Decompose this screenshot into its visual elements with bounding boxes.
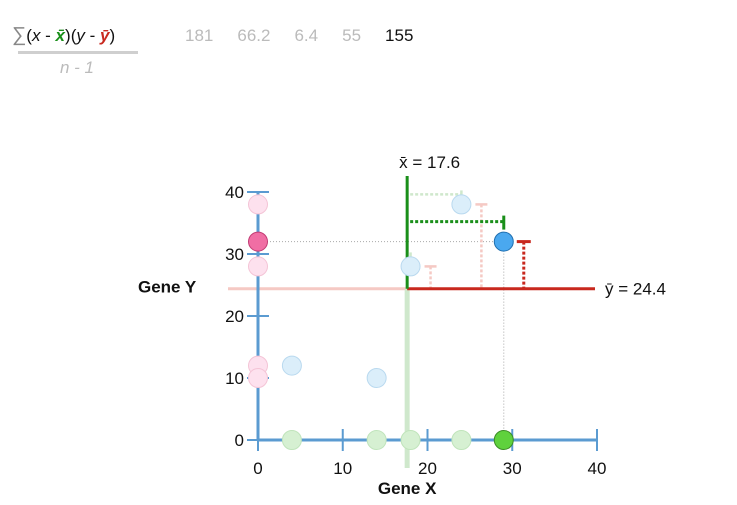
- y-marginal-dot: [248, 194, 268, 215]
- formula-xbar: x̄: [55, 26, 66, 45]
- y-tick-label: 40: [225, 183, 244, 202]
- product-terms: 181 66.2 6.4 55 155: [185, 26, 437, 46]
- y-tick-label: 0: [235, 431, 244, 450]
- y-marginal-dot-highlight: [248, 231, 268, 252]
- x-marginal-dot: [366, 430, 387, 450]
- data-point: [281, 355, 302, 376]
- x-tick-label: 40: [588, 459, 607, 478]
- formula-x: x: [31, 26, 41, 45]
- x-tick-label: 30: [503, 459, 522, 478]
- data-point: [366, 368, 387, 388]
- x-marginal-dot: [400, 430, 421, 450]
- formula-denominator: n - 1: [59, 58, 95, 77]
- formula-ybar: ȳ: [99, 26, 110, 45]
- x-tick-label: 10: [333, 459, 352, 478]
- x-tick-label: 0: [253, 459, 262, 478]
- x-axis-title: Gene X: [378, 479, 437, 498]
- y-marginal-dot: [248, 256, 268, 277]
- product-term: 66.2: [237, 26, 271, 45]
- data-point: [400, 256, 421, 277]
- fraction-bar: [18, 51, 138, 54]
- y-tick-label: 10: [225, 369, 244, 388]
- x-marginal-dot: [451, 430, 472, 450]
- ybar-label: ȳ = 24.4: [605, 280, 666, 299]
- product-term: 6.4: [294, 26, 319, 45]
- x-tick-label: 20: [418, 459, 437, 478]
- data-point: [451, 194, 472, 215]
- y-tick-label: 30: [225, 245, 244, 264]
- x-marginal-dot: [281, 430, 302, 450]
- formula-numerator: ∑(x - x̄)(y - ȳ): [12, 24, 116, 46]
- y-axis-title: Gene Y: [138, 278, 197, 297]
- covariance-formula: ∑(x - x̄)(y - ȳ) n - 1: [12, 24, 140, 78]
- covariance-value: 155: [385, 26, 414, 45]
- y-tick-label: 20: [225, 307, 244, 326]
- xbar-label: x̄ = 17.6: [399, 153, 460, 172]
- product-term: 55: [342, 26, 362, 45]
- x-marginal-dot-highlight: [493, 430, 514, 450]
- sum-symbol: ∑: [12, 24, 27, 46]
- product-term: 181: [185, 26, 214, 45]
- formula-y: y: [76, 26, 85, 45]
- y-marginal-dot: [248, 368, 268, 388]
- data-point-highlight: [493, 231, 514, 252]
